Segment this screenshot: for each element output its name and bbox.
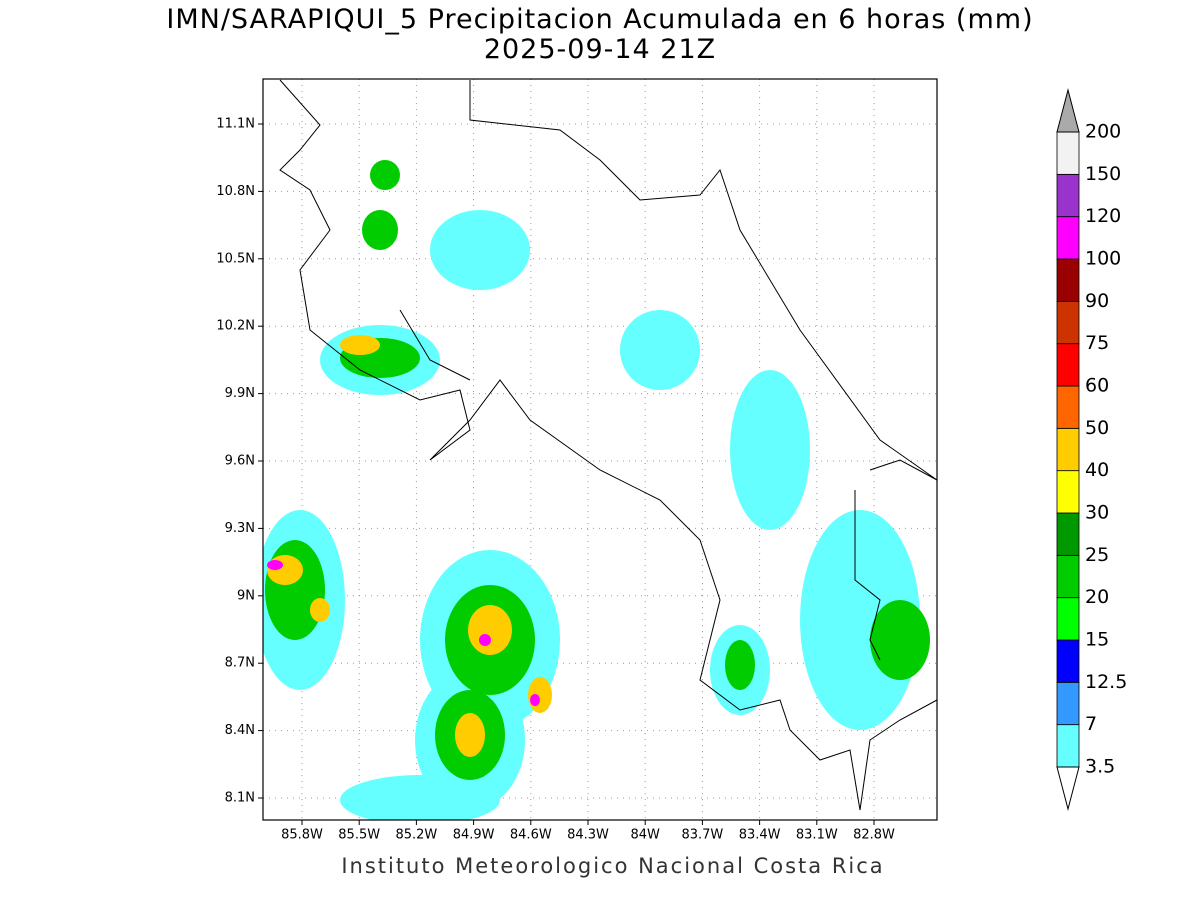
lat-tick-label: 8.1N bbox=[225, 791, 255, 806]
colorbar-label: 50 bbox=[1085, 417, 1109, 439]
lon-tick-label: 85.2W bbox=[395, 828, 437, 843]
colorbar-segment bbox=[1056, 216, 1080, 260]
lon-tick-label: 84.6W bbox=[510, 828, 552, 843]
lon-tick-label: 84W bbox=[630, 828, 660, 843]
colorbar-label: 150 bbox=[1085, 163, 1121, 185]
colorbar-segment bbox=[1056, 300, 1080, 345]
lon-tick-label: 85.8W bbox=[281, 828, 323, 843]
colorbar-segment bbox=[1056, 597, 1080, 641]
colorbar-segment bbox=[1056, 173, 1080, 218]
lat-tick-label: 9.3N bbox=[225, 521, 255, 536]
lat-tick-label: 10.8N bbox=[216, 184, 255, 199]
colorbar-label: 60 bbox=[1085, 375, 1109, 397]
colorbar-segment bbox=[1056, 470, 1080, 514]
colorbar: 3.5 7 12.5 15 20 25 30 40 50 60 75 90 100 120 150 200 bbox=[1056, 88, 1127, 811]
colorbar-label: 40 bbox=[1085, 459, 1109, 481]
colorbar-label: 25 bbox=[1085, 544, 1109, 566]
lat-tick-label: 10.2N bbox=[216, 319, 255, 334]
lat-tick-label: 9.6N bbox=[225, 454, 255, 469]
rain-extreme bbox=[267, 560, 540, 706]
colorbar-segment bbox=[1056, 681, 1080, 726]
lat-tick-label: 11.1N bbox=[216, 117, 255, 132]
lat-tick-label: 9.9N bbox=[225, 386, 255, 401]
colorbar-label: 90 bbox=[1085, 290, 1109, 312]
colorbar-segment bbox=[1056, 427, 1080, 472]
lon-tick-label: 85.5W bbox=[338, 828, 380, 843]
lat-tick-label: 10.5N bbox=[216, 251, 255, 266]
colorbar-label: 30 bbox=[1085, 502, 1109, 524]
colorbar-segment bbox=[1056, 343, 1080, 387]
lon-tick-label: 84.9W bbox=[453, 828, 495, 843]
lat-tick-label: 9N bbox=[237, 588, 255, 603]
colorbar-label: 15 bbox=[1085, 629, 1109, 651]
map-frame bbox=[262, 78, 938, 821]
lat-tick-label: 8.4N bbox=[225, 723, 255, 738]
colorbar-segment bbox=[1056, 724, 1080, 768]
title: IMN/SARAPIQUI_5 Precipitacion Acumulada … bbox=[166, 4, 1033, 35]
colorbar-segment bbox=[1056, 385, 1080, 429]
lon-tick-label: 82.8W bbox=[853, 828, 895, 843]
colorbar-segment bbox=[1056, 258, 1080, 302]
colorbar-label: 12.5 bbox=[1085, 671, 1127, 693]
colorbar-label: 120 bbox=[1085, 205, 1121, 227]
colorbar-segment bbox=[1056, 512, 1080, 556]
grid: 11.1N 10.8N 10.5N 10.2N 9.9N 9.6N 9.3N 9N 8.7N 8.… bbox=[216, 79, 937, 843]
colorbar-label: 7 bbox=[1085, 713, 1097, 735]
footer: Instituto Meteorologico Nacional Costa R… bbox=[341, 854, 884, 878]
colorbar-over-arrow bbox=[1056, 88, 1080, 133]
precipitation bbox=[263, 160, 930, 820]
lon-tick-label: 83.7W bbox=[681, 828, 723, 843]
colorbar-segment bbox=[1056, 131, 1080, 175]
lon-tick-label: 83.4W bbox=[739, 828, 781, 843]
lat-tick-label: 8.7N bbox=[225, 656, 255, 671]
subtitle: 2025-09-14 21Z bbox=[484, 34, 716, 65]
colorbar-under-arrow bbox=[1056, 766, 1080, 811]
colorbar-label: 100 bbox=[1085, 248, 1121, 270]
colorbar-label: 75 bbox=[1085, 332, 1109, 354]
colorbar-label: 3.5 bbox=[1085, 756, 1115, 778]
coastline bbox=[279, 79, 938, 811]
colorbar-segment bbox=[1056, 639, 1080, 683]
lon-tick-label: 84.3W bbox=[567, 828, 609, 843]
lon-tick-label: 83.1W bbox=[796, 828, 838, 843]
colorbar-label: 200 bbox=[1085, 121, 1121, 143]
colorbar-segment bbox=[1056, 554, 1080, 599]
colorbar-label: 20 bbox=[1085, 586, 1109, 608]
